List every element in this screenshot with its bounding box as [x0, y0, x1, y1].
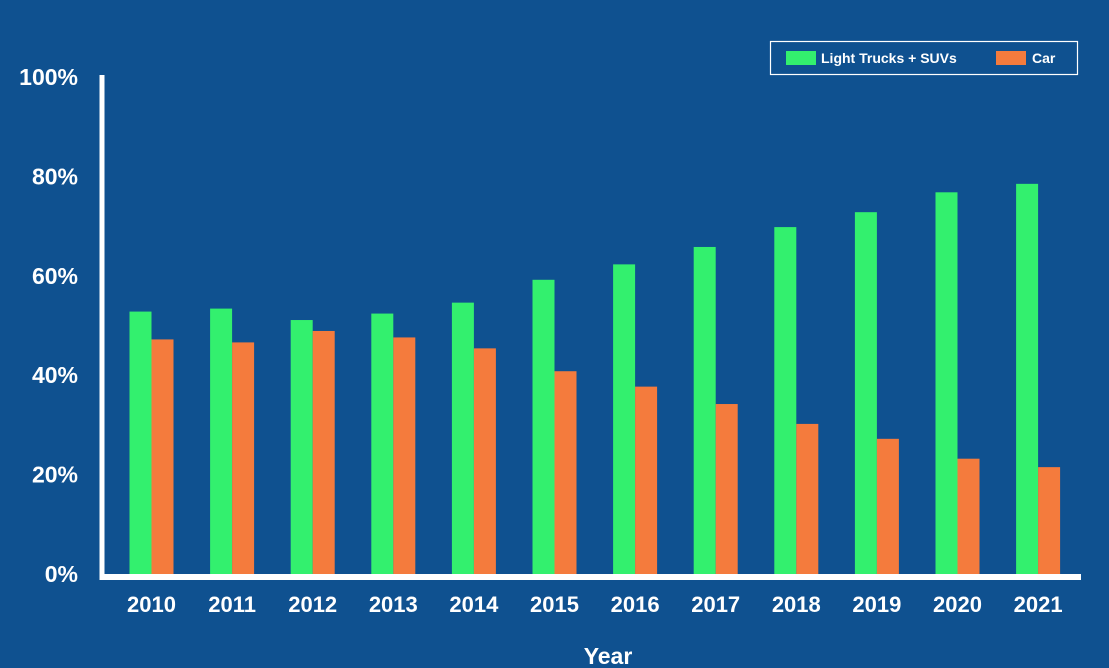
bar-light-trucks-suvs-2018 — [774, 227, 797, 574]
bar-car-2011 — [232, 342, 255, 574]
x-tick-label-2012: 2012 — [288, 592, 337, 617]
legend-label-light-trucks-suvs: Light Trucks + SUVs — [821, 50, 957, 66]
legend: Light Trucks + SUVs Car — [769, 40, 1079, 76]
y-tick-label-60: 60% — [32, 263, 78, 289]
axes-group — [99, 75, 1081, 580]
legend-swatch-car — [996, 51, 1026, 65]
x-tick-label-2017: 2017 — [691, 592, 740, 617]
bar-car-2018 — [796, 423, 819, 574]
legend-label-car: Car — [1032, 50, 1056, 66]
x-tick-label-2016: 2016 — [611, 592, 660, 617]
y-tick-labels: 0% 20% 40% 60% 80% 100% — [19, 64, 78, 587]
bar-light-trucks-suvs-2020 — [935, 192, 958, 575]
x-tick-label-2015: 2015 — [530, 592, 579, 617]
bar-light-trucks-suvs-2013 — [371, 313, 394, 574]
x-tick-label-2014: 2014 — [449, 592, 499, 617]
x-tick-label-2013: 2013 — [369, 592, 418, 617]
bar-car-2017 — [715, 404, 738, 574]
legend-box — [769, 40, 1079, 76]
bar-car-2020 — [957, 458, 980, 574]
bar-light-trucks-suvs-2019 — [854, 212, 877, 574]
bar-car-2016 — [635, 386, 658, 574]
x-tick-label-2020: 2020 — [933, 592, 982, 617]
y-tick-label-100: 100% — [19, 64, 78, 90]
x-tick-label-2021: 2021 — [1014, 592, 1063, 617]
bar-light-trucks-suvs-2011 — [210, 308, 233, 574]
bar-car-2015 — [554, 371, 577, 574]
x-tick-label-2010: 2010 — [127, 592, 176, 617]
bar-light-trucks-suvs-2016 — [613, 264, 636, 574]
y-tick-label-0: 0% — [45, 561, 78, 587]
bar-car-2014 — [473, 348, 496, 574]
y-tick-label-80: 80% — [32, 163, 78, 189]
bar-car-2010 — [151, 339, 174, 574]
x-tick-label-2018: 2018 — [772, 592, 821, 617]
bar-light-trucks-suvs-2021 — [1016, 183, 1039, 574]
bar-light-trucks-suvs-2015 — [532, 279, 555, 574]
bars-group — [129, 183, 1061, 575]
x-tick-label-2019: 2019 — [852, 592, 901, 617]
x-tick-labels: 2010 2011 2012 2013 2014 2015 2016 2017 2018 2019… — [127, 592, 1063, 617]
bar-light-trucks-suvs-2017 — [693, 246, 716, 574]
legend-swatch-light-trucks-suvs — [786, 51, 816, 65]
x-axis-title: Year — [584, 643, 633, 668]
y-tick-label-40: 40% — [32, 362, 78, 388]
bar-car-2019 — [876, 438, 899, 574]
bar-light-trucks-suvs-2010 — [129, 311, 152, 574]
bar-car-2021 — [1038, 467, 1061, 574]
y-tick-label-20: 20% — [32, 462, 78, 488]
bar-car-2013 — [393, 337, 416, 574]
bar-car-2012 — [312, 330, 335, 574]
x-tick-label-2011: 2011 — [208, 592, 256, 617]
bar-light-trucks-suvs-2012 — [290, 320, 313, 574]
bar-light-trucks-suvs-2014 — [451, 302, 474, 574]
